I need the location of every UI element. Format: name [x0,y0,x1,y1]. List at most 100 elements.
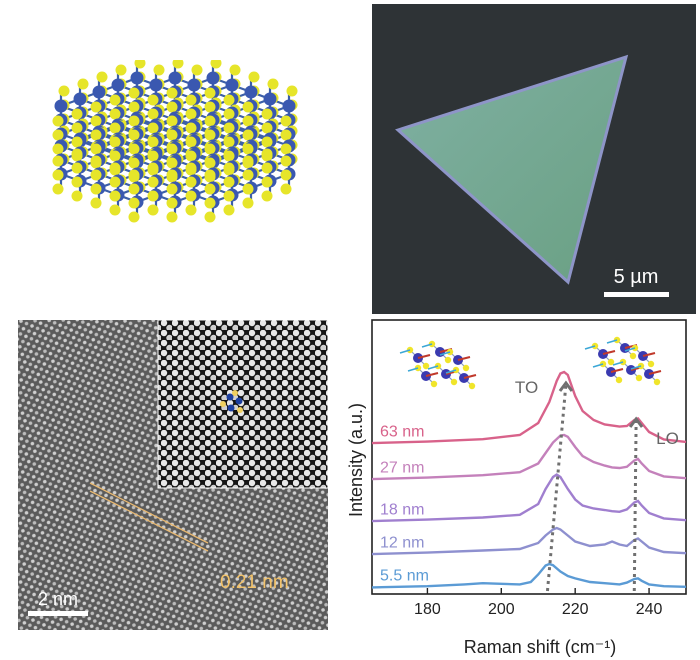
chalcogen-atom [242,101,254,113]
chalcogen-atom [223,164,235,176]
chalcogen-atom [90,101,102,113]
chalcogen-atom [242,129,254,141]
series-label: 63 nm [380,424,424,441]
chalcogen-atom [185,108,197,120]
chalcogen-atom [261,162,273,174]
chalcogen-atom [204,157,216,169]
chalcogen-atom [261,108,273,120]
chalcogen-atom [128,87,140,99]
chalcogen-atom [96,71,108,83]
chalcogen-atom [128,211,140,223]
chalcogen-atom [90,115,102,127]
chalcogen-atom [71,162,83,174]
chalcogen-atom [90,197,102,209]
chalcogen-atom [185,94,197,106]
atom-overlay [220,390,243,413]
metal-atom [263,92,277,106]
optical-scalebar-label: 5 µm [614,266,659,288]
chalcogen-atom [147,176,159,188]
x-tick-label: 220 [562,601,589,618]
metal-atom [168,71,182,85]
chalcogen-atom [267,78,279,90]
phonon-mode-insets [399,336,662,390]
chalcogen-atom [109,122,121,134]
chalcogen-atom [134,60,146,69]
chalcogen-atom [280,129,292,141]
chalcogen-atom [172,60,184,69]
chalcogen-atom [147,108,159,120]
metal-atom [92,85,106,99]
chalcogen-atom [71,136,83,148]
metal-atom [225,78,239,92]
chalcogen-atom [242,157,254,169]
chalcogen-atom [286,85,298,97]
chalcogen-atom [128,197,140,209]
chalcogen-atom [128,101,140,113]
chalcogen-atom [166,129,178,141]
x-tick-label: 240 [636,601,663,618]
chalcogen-atom [261,150,273,162]
raman-y-axis-label: Intensity (a.u.) [346,403,366,517]
chalcogen-atom [242,197,254,209]
lo-mode-label: LO [656,429,679,448]
metal-atom [206,71,220,85]
series-line-0 [371,562,687,589]
chalcogen-atom [71,176,83,188]
series-label: 27 nm [380,460,424,477]
metal-atom [73,92,87,106]
chalcogen-atom [191,64,203,76]
chalcogen-atom [58,85,70,97]
chalcogen-atom [204,129,216,141]
raman-x-axis-label: Raman shift (cm⁻¹) [464,637,617,657]
chalcogen-atom [280,115,292,127]
chalcogen-atom [210,60,222,69]
chalcogen-atom [71,108,83,120]
chalcogen-atom [261,136,273,148]
lattice-spacing-label: 0.21 nm [220,572,289,593]
chalcogen-atom [242,115,254,127]
mode-guide-arrow [558,380,574,392]
chalcogen-atom [223,122,235,134]
chalcogen-atom [77,78,89,90]
x-tick-label: 180 [414,601,441,618]
phonon-motif [584,336,662,386]
chalcogen-atom [204,211,216,223]
chalcogen-atom [185,204,197,216]
chalcogen-atom [185,150,197,162]
chalcogen-atom [166,183,178,195]
hrtem-scalebar-label: 2 nm [38,589,78,609]
chalcogen-atom [280,183,292,195]
chalcogen-atom [223,150,235,162]
chalcogen-atom [71,150,83,162]
chalcogen-atom [147,164,159,176]
chalcogen-atom [166,101,178,113]
chalcogen-atom [147,136,159,148]
chalcogen-atom [204,143,216,155]
chalcogen-atom [109,94,121,106]
chalcogen-atom [185,164,197,176]
chalcogen-atom [90,157,102,169]
lattice-spacing-lines [89,482,209,552]
chalcogen-atom [280,143,292,155]
chalcogen-atom [52,143,64,155]
chalcogen-atom [109,164,121,176]
chalcogen-atom [166,115,178,127]
optical-image: 5 µm [395,54,669,297]
chalcogen-atom [147,94,159,106]
optical-scalebar [604,292,669,297]
chalcogen-atom [166,143,178,155]
chalcogen-atom [223,190,235,202]
crystal-structure-illustration [52,60,298,223]
chalcogen-atom [242,183,254,195]
chalcogen-atom [223,176,235,188]
chalcogen-atom [147,204,159,216]
chalcogen-atom [128,129,140,141]
chalcogen-atom [128,171,140,183]
metal-atom [130,71,144,85]
chalcogen-atom [52,155,64,167]
chalcogen-atom [109,204,121,216]
crystal-atoms [52,60,298,223]
hrtem-image: 0.21 nm 2 nm [18,320,328,630]
chalcogen-atom [109,150,121,162]
chalcogen-atom [128,183,140,195]
